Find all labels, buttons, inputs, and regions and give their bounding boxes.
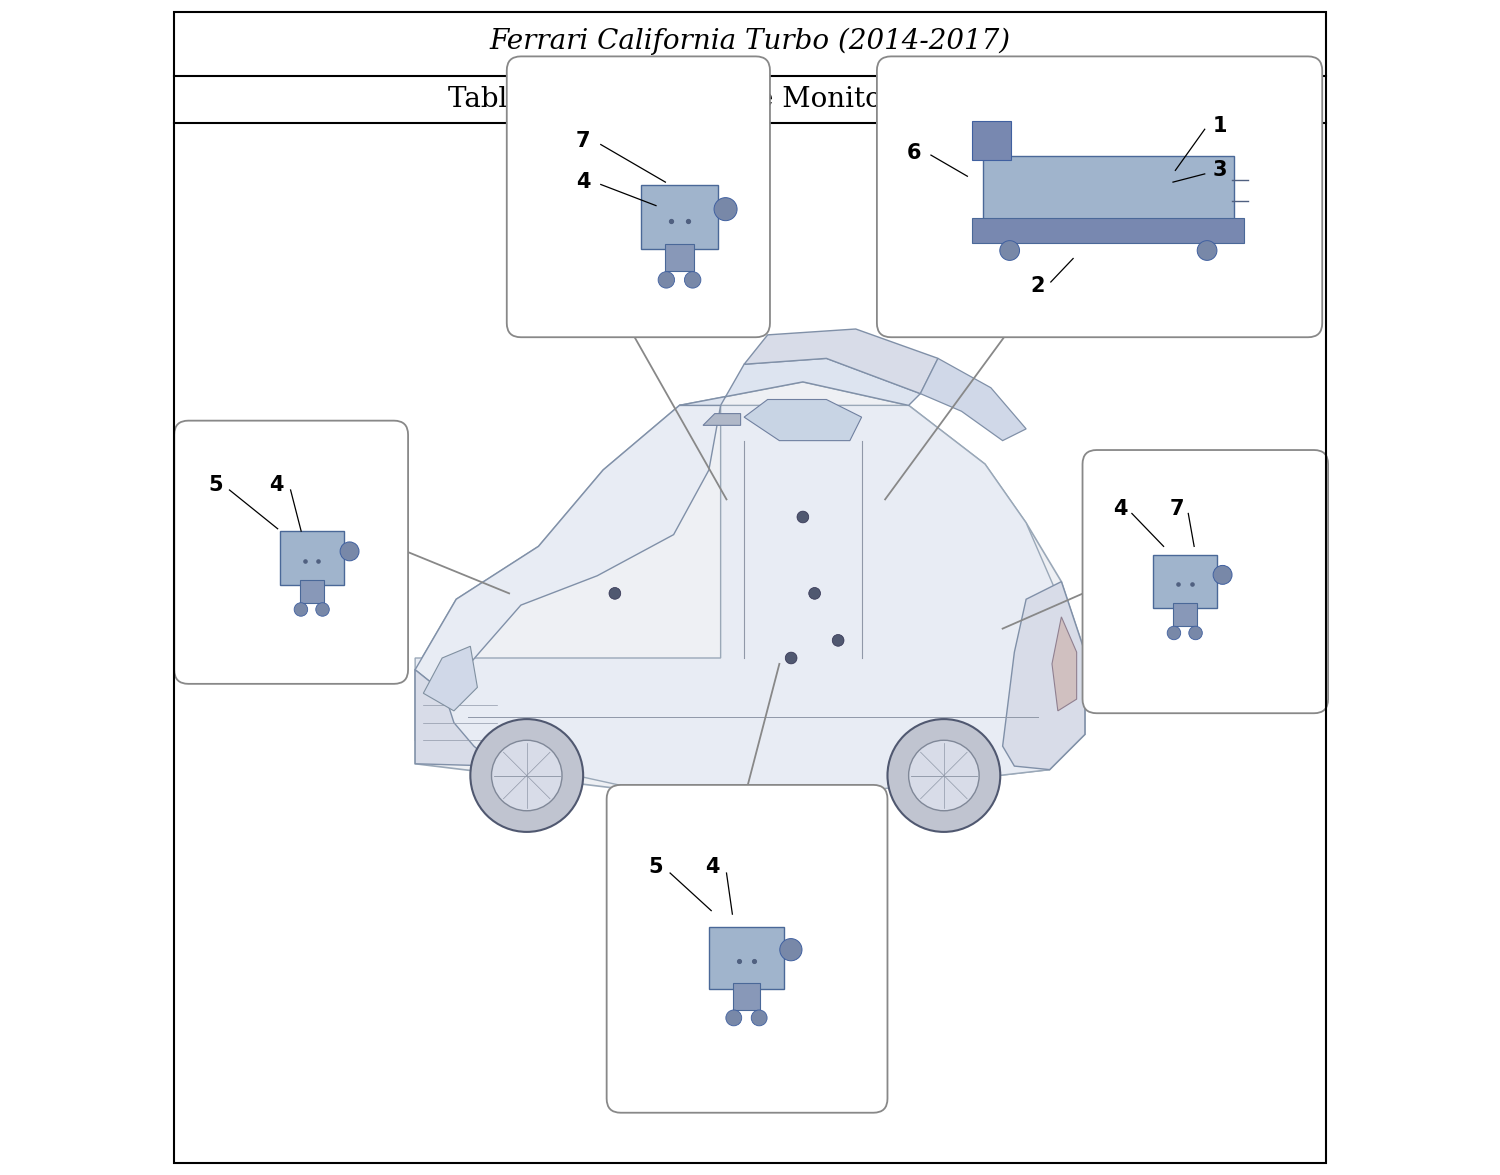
Text: 2: 2 [1030, 275, 1045, 296]
Circle shape [684, 271, 700, 288]
Circle shape [833, 634, 844, 646]
FancyBboxPatch shape [972, 219, 1245, 243]
FancyBboxPatch shape [1173, 604, 1197, 626]
FancyBboxPatch shape [174, 421, 408, 684]
FancyBboxPatch shape [1152, 555, 1216, 609]
Text: Table 45 Tyre Pressure Monitoring System: Table 45 Tyre Pressure Monitoring System [448, 87, 1052, 113]
Polygon shape [744, 400, 861, 441]
Polygon shape [416, 405, 1084, 793]
Circle shape [1000, 241, 1020, 261]
FancyBboxPatch shape [606, 785, 888, 1113]
Circle shape [786, 652, 796, 664]
Text: 7: 7 [576, 130, 591, 152]
Circle shape [471, 719, 584, 832]
Circle shape [909, 740, 980, 811]
Circle shape [780, 939, 802, 961]
FancyBboxPatch shape [300, 580, 324, 603]
Text: 1: 1 [1212, 115, 1227, 136]
Circle shape [1190, 626, 1203, 639]
Text: Ferrari California Turbo (2014-2017): Ferrari California Turbo (2014-2017) [489, 27, 1011, 55]
FancyBboxPatch shape [640, 186, 718, 249]
FancyBboxPatch shape [1083, 450, 1328, 713]
Text: 5: 5 [648, 857, 663, 878]
Text: 6: 6 [908, 142, 921, 163]
FancyBboxPatch shape [507, 56, 770, 337]
Circle shape [294, 603, 307, 616]
Circle shape [752, 1010, 766, 1026]
Polygon shape [704, 414, 741, 425]
Circle shape [1197, 241, 1216, 261]
Circle shape [658, 271, 675, 288]
Text: 7: 7 [1170, 498, 1184, 519]
Text: 4: 4 [1113, 498, 1128, 519]
Circle shape [714, 197, 736, 221]
Circle shape [796, 511, 808, 523]
Polygon shape [680, 358, 921, 405]
Polygon shape [416, 382, 1084, 793]
FancyBboxPatch shape [732, 983, 760, 1009]
FancyBboxPatch shape [279, 531, 344, 585]
Polygon shape [921, 358, 1026, 441]
FancyBboxPatch shape [710, 927, 783, 988]
Circle shape [808, 588, 820, 599]
Circle shape [609, 588, 621, 599]
Text: 5: 5 [209, 475, 222, 496]
Circle shape [340, 542, 358, 560]
Polygon shape [416, 670, 498, 766]
Polygon shape [1002, 582, 1084, 770]
Text: 4: 4 [705, 857, 720, 878]
FancyBboxPatch shape [972, 121, 1011, 160]
Circle shape [1214, 565, 1231, 584]
FancyBboxPatch shape [664, 244, 694, 271]
Text: 4: 4 [576, 172, 591, 193]
Circle shape [1167, 626, 1180, 639]
Polygon shape [1052, 617, 1077, 711]
Polygon shape [423, 646, 477, 711]
Circle shape [492, 740, 562, 811]
Text: 4: 4 [268, 475, 284, 496]
FancyBboxPatch shape [878, 56, 1322, 337]
Circle shape [316, 603, 330, 616]
Polygon shape [416, 405, 720, 693]
Circle shape [888, 719, 1001, 832]
Circle shape [726, 1010, 741, 1026]
FancyBboxPatch shape [982, 156, 1234, 223]
Text: 3: 3 [1212, 160, 1227, 181]
Polygon shape [744, 329, 938, 394]
